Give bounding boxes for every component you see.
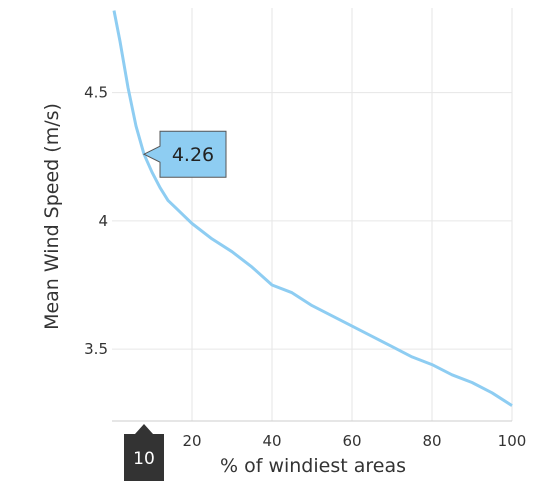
x-crosshair-marker: 10 — [124, 424, 164, 481]
tooltip-box — [142, 130, 227, 178]
x-axis-ticks: 20 40 60 80 100 — [182, 432, 526, 450]
tooltip-value: 4.26 — [172, 144, 214, 166]
grid — [112, 8, 513, 421]
x-marker-label: 10 — [133, 449, 155, 469]
x-tick-label-100: 100 — [498, 432, 527, 450]
x-marker-box — [124, 424, 164, 481]
y-tick-label-3.5: 3.5 — [84, 340, 108, 358]
y-tick-label-4.5: 4.5 — [84, 84, 108, 102]
tooltip: 4.26 — [142, 130, 227, 178]
x-axis-title: % of windiest areas — [220, 455, 406, 477]
x-tick-label-60: 60 — [342, 432, 361, 450]
x-tick-label-80: 80 — [422, 432, 441, 450]
y-axis-title: Mean Wind Speed (m/s) — [41, 103, 63, 330]
x-tick-label-20: 20 — [182, 432, 201, 450]
x-tick-label-40: 40 — [262, 432, 281, 450]
series-line — [112, 10, 513, 407]
y-axis-ticks: 3.5 4 4.5 — [84, 84, 108, 359]
y-tick-label-4: 4 — [98, 212, 108, 230]
